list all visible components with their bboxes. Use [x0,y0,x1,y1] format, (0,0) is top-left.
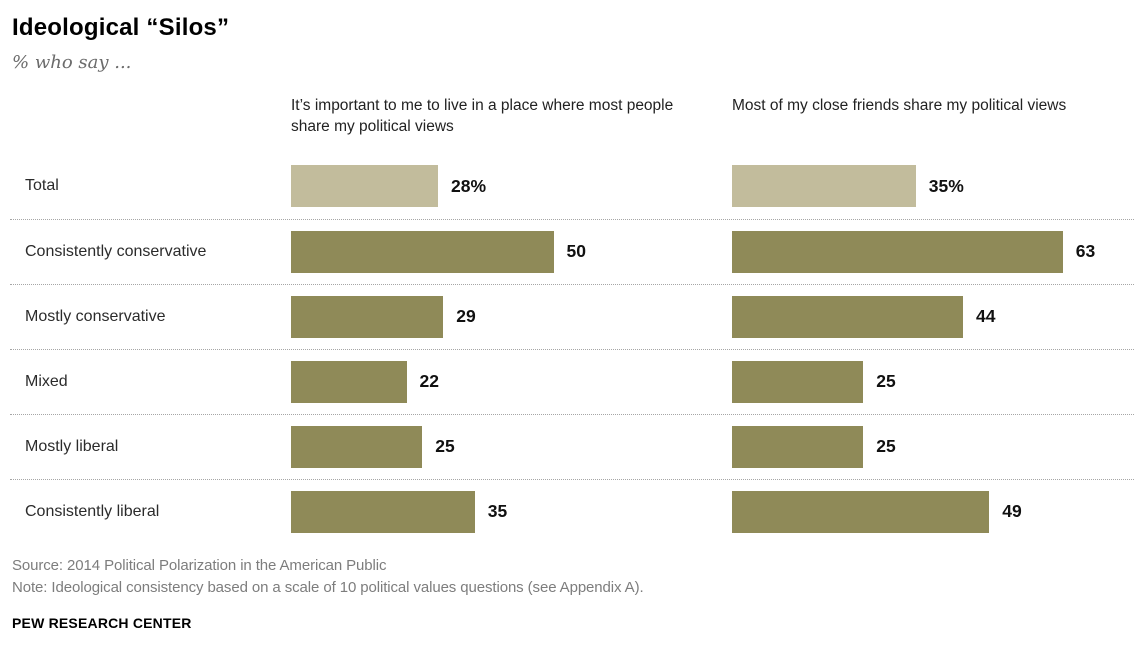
bar [291,490,475,533]
row-label: Mixed [25,372,68,390]
column-header-1: It’s important to me to live in a place … [291,97,674,136]
bar [291,360,407,403]
bar-value-label: 25 [876,371,896,392]
column-header-2: Most of my close friends share my politi… [732,97,1067,114]
bar-cell: 25 [291,425,732,468]
table-row: Mostly conservative 29 44 [10,283,1134,349]
table-row: Total 28% 35% [10,154,1134,219]
bar-cell: 28% [291,165,732,208]
page-title: Ideological “Silos” [12,14,230,41]
bar-cell: 35% [732,165,1134,208]
bar [291,425,423,468]
bar-value-label: 35% [928,175,964,196]
table-row: Consistently conservative 50 63 [10,218,1134,284]
pew-research-center-wordmark: PEW RESEARCH CENTER [12,614,192,631]
bar [291,165,438,208]
bar-value-label: 25 [876,436,896,457]
bar [732,165,916,208]
table-row: Mostly liberal 25 25 [10,413,1134,479]
bar-cell: 25 [732,360,1134,403]
bar-cell: 63 [732,230,1134,273]
column-header-2-wrap: Most of my close friends share my politi… [732,95,1134,116]
bar [732,360,864,403]
bar-cell: 50 [291,230,732,273]
bar-value-label: 49 [1002,501,1022,522]
bar-value-label: 63 [1075,241,1096,262]
bar-value-label: 22 [419,371,439,392]
footer: Source: 2014 Political Polarization in t… [12,555,1134,599]
bar [732,490,990,533]
bar [732,295,963,338]
bar-cell: 29 [291,295,732,338]
bar [291,230,554,273]
bar-value-label: 25 [435,436,455,457]
table-row: Consistently liberal 35 49 [10,478,1134,544]
bar-value-label: 35 [487,501,508,522]
source-note: Source: 2014 Political Polarization in t… [12,556,387,574]
row-label: Consistently conservative [25,242,207,260]
chart-rows: Total 28% 35% Consistently conservative … [10,154,1134,544]
bar-value-label: 28% [451,175,487,196]
bar-cell: 25 [732,425,1134,468]
bar-value-label: 29 [456,306,476,327]
bar [291,295,444,338]
row-label: Mostly conservative [25,307,166,325]
chart-subtitle: % who say ... [12,52,132,73]
bar [732,425,864,468]
bar [732,230,1063,273]
bar-cell: 44 [732,295,1134,338]
row-label: Total [25,177,59,195]
bar-value-label: 50 [566,241,586,262]
methodology-note: Note: Ideological consistency based on a… [12,578,644,596]
table-row: Mixed 22 25 [10,348,1134,414]
bar-cell: 35 [291,490,732,533]
bar-cell: 49 [732,490,1134,533]
column-header-1-wrap: It’s important to me to live in a place … [291,95,732,138]
row-label: Mostly liberal [25,437,119,455]
bar-value-label: 44 [976,306,996,327]
column-headers: It’s important to me to live in a place … [10,95,1134,138]
bar-cell: 22 [291,360,732,403]
row-label: Consistently liberal [25,502,160,520]
